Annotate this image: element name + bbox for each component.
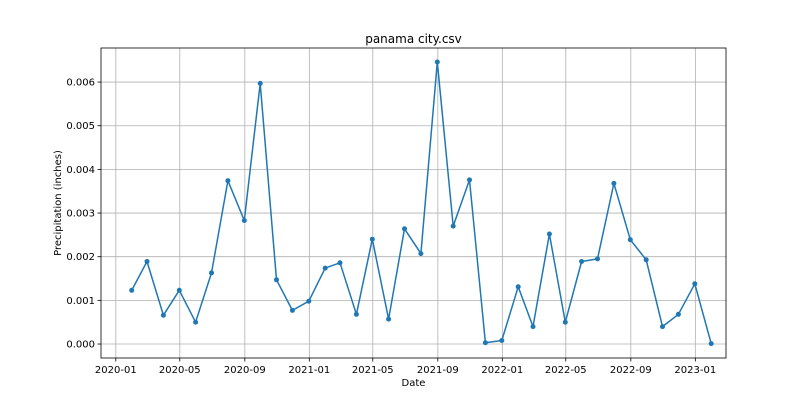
data-point bbox=[692, 281, 698, 287]
x-tick-label: 2022-09 bbox=[610, 365, 652, 376]
axis-ticks: 2020-01 2020-05 2020-09 2021-01 2021-05 2021-… bbox=[66, 78, 716, 376]
data-point bbox=[274, 277, 279, 283]
y-tick-label: 0.000 bbox=[66, 340, 95, 351]
data-point bbox=[530, 324, 536, 330]
x-tick-label: 2020-09 bbox=[224, 365, 266, 376]
y-tick-label: 0.001 bbox=[66, 296, 95, 307]
data-series bbox=[129, 59, 714, 347]
x-axis-label: Date bbox=[402, 378, 426, 389]
data-point bbox=[176, 287, 182, 293]
data-point bbox=[434, 59, 440, 65]
data-point bbox=[306, 298, 312, 304]
chart-title: panama city.csv bbox=[365, 32, 462, 46]
data-point bbox=[386, 316, 392, 322]
data-point bbox=[241, 218, 247, 223]
x-tick-label: 2020-01 bbox=[95, 365, 137, 376]
y-tick-label: 0.002 bbox=[66, 252, 95, 263]
data-point bbox=[209, 270, 214, 276]
x-tick-label: 2021-09 bbox=[417, 365, 459, 376]
x-tick-label: 2022-05 bbox=[545, 365, 587, 376]
data-point bbox=[660, 324, 665, 330]
y-tick-label: 0.004 bbox=[66, 165, 95, 176]
data-point bbox=[482, 340, 488, 346]
data-point bbox=[499, 338, 505, 343]
x-tick-label: 2021-05 bbox=[352, 365, 394, 376]
data-point bbox=[369, 236, 375, 242]
data-point bbox=[627, 237, 633, 243]
x-tick-label: 2020-05 bbox=[159, 365, 201, 376]
data-point bbox=[579, 259, 585, 264]
y-tick-label: 0.006 bbox=[66, 78, 95, 89]
data-point bbox=[353, 311, 359, 317]
data-point bbox=[160, 312, 166, 318]
y-axis-label: Precipitation (inches) bbox=[53, 150, 64, 256]
grid bbox=[101, 48, 726, 358]
series-line bbox=[131, 61, 712, 344]
data-point bbox=[515, 284, 521, 290]
data-point bbox=[675, 311, 681, 317]
y-tick-label: 0.003 bbox=[66, 209, 95, 220]
data-point bbox=[289, 307, 295, 313]
data-point bbox=[144, 259, 150, 264]
data-point bbox=[418, 251, 424, 257]
data-point bbox=[129, 287, 135, 293]
data-point bbox=[546, 231, 552, 237]
data-point bbox=[225, 178, 231, 184]
data-point bbox=[402, 226, 407, 232]
data-point bbox=[643, 257, 649, 263]
y-tick-label: 0.005 bbox=[66, 121, 95, 132]
data-point bbox=[450, 223, 456, 229]
data-point bbox=[257, 80, 263, 86]
data-point bbox=[193, 319, 199, 325]
plot-area-frame bbox=[100, 47, 727, 359]
data-point bbox=[708, 341, 714, 347]
x-tick-label: 2021-01 bbox=[288, 365, 330, 376]
data-point bbox=[337, 260, 343, 266]
x-tick-label: 2022-01 bbox=[481, 365, 523, 376]
x-tick-label: 2023-01 bbox=[674, 365, 716, 376]
data-point bbox=[467, 177, 472, 183]
data-point bbox=[322, 265, 328, 271]
data-point bbox=[595, 256, 600, 262]
data-point bbox=[562, 319, 568, 325]
data-point bbox=[611, 180, 617, 186]
